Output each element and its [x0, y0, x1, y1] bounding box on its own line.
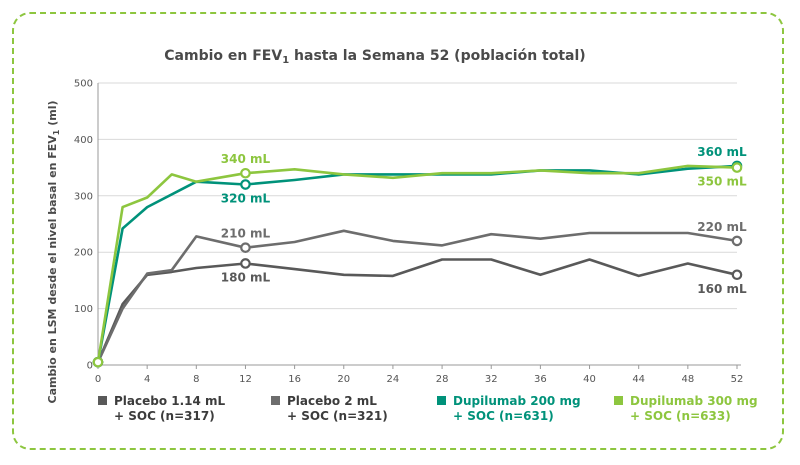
x-tick-label-28: 28	[436, 374, 449, 385]
y-tick-label-500: 500	[74, 79, 93, 90]
x-tick-label-48: 48	[681, 374, 694, 385]
x-tick-label-0: 0	[95, 374, 101, 385]
x-tick-label-16: 16	[288, 374, 301, 385]
x-tick-label-52: 52	[731, 374, 744, 385]
data-label-8: 160 mL	[697, 282, 747, 296]
series-line-2	[96, 229, 739, 364]
x-tick-label-4: 4	[144, 374, 150, 385]
data-point-marker-series-3-week-12	[240, 179, 251, 190]
data-labels: 340 mL 320 mL 210 mL 180 mL 360 mL 350 mL 220 …	[221, 145, 747, 296]
data-label-4: 180 mL	[221, 270, 271, 284]
x-tick-label-24: 24	[387, 374, 400, 385]
data-point-marker-series-2-week-12	[240, 242, 251, 253]
y-tick-label-400: 400	[74, 135, 93, 146]
data-label-3: 210 mL	[221, 227, 271, 241]
legend-label-1: Placebo 1.14 mL	[114, 394, 226, 408]
legend: Placebo 1.14 mL+ SOC (n=317) Placebo 2 mL…	[98, 394, 758, 423]
x-tick-label-40: 40	[583, 374, 596, 385]
y-tick-label-200: 200	[74, 248, 93, 259]
chart-title: Cambio en FEV1 hasta la Semana 52 (pobla…	[164, 48, 585, 66]
y-tick-label-100: 100	[74, 304, 93, 315]
legend-swatch-2	[271, 396, 280, 405]
legend-label-2: Placebo 2 mL	[287, 394, 377, 408]
x-tick-label-32: 32	[485, 374, 498, 385]
legend-sublabel-3: + SOC (n=631)	[453, 409, 554, 423]
legend-sublabel-1: + SOC (n=317)	[114, 409, 215, 423]
data-label-7: 220 mL	[697, 220, 747, 234]
series-lines	[92, 160, 743, 368]
x-tick-label-20: 20	[337, 374, 350, 385]
legend-sublabel-2: + SOC (n=321)	[287, 409, 388, 423]
legend-sublabel-4: + SOC (n=633)	[630, 409, 731, 423]
x-tick-label-12: 12	[239, 374, 252, 385]
legend-label-4: Dupilumab 300 mg	[630, 394, 758, 408]
series-line-1	[96, 258, 739, 364]
data-point-marker-series-4-week-12	[240, 167, 251, 179]
grid	[98, 82, 737, 310]
series-line-4	[96, 164, 739, 364]
data-label-5: 360 mL	[697, 145, 747, 159]
x-tick-label-8: 8	[193, 374, 199, 385]
legend-swatch-3	[437, 396, 446, 405]
y-tick-label-300: 300	[74, 191, 93, 202]
legend-swatch-4	[614, 396, 623, 405]
data-label-6: 350 mL	[697, 175, 747, 189]
data-point-marker-series-1-week-12	[240, 258, 251, 269]
legend-label-3: Dupilumab 200 mg	[453, 394, 581, 408]
x-tick-label-44: 44	[632, 374, 645, 385]
x-tick-label-36: 36	[534, 374, 547, 385]
dashed-frame	[12, 12, 784, 450]
data-point-marker-series-4-week-52	[731, 162, 743, 173]
data-point-marker-series-4-week-0	[92, 356, 104, 368]
data-label-2: 320 mL	[221, 192, 271, 206]
data-point-marker-series-1-week-52	[731, 269, 743, 281]
y-axis-label: Cambio en LSM desde el nivel basal en FE…	[46, 101, 61, 404]
data-point-marker-series-2-week-52	[731, 235, 743, 247]
legend-swatch-1	[98, 396, 107, 405]
data-label-1: 340 mL	[221, 152, 271, 166]
y-tick-label-0: 0	[87, 361, 93, 372]
